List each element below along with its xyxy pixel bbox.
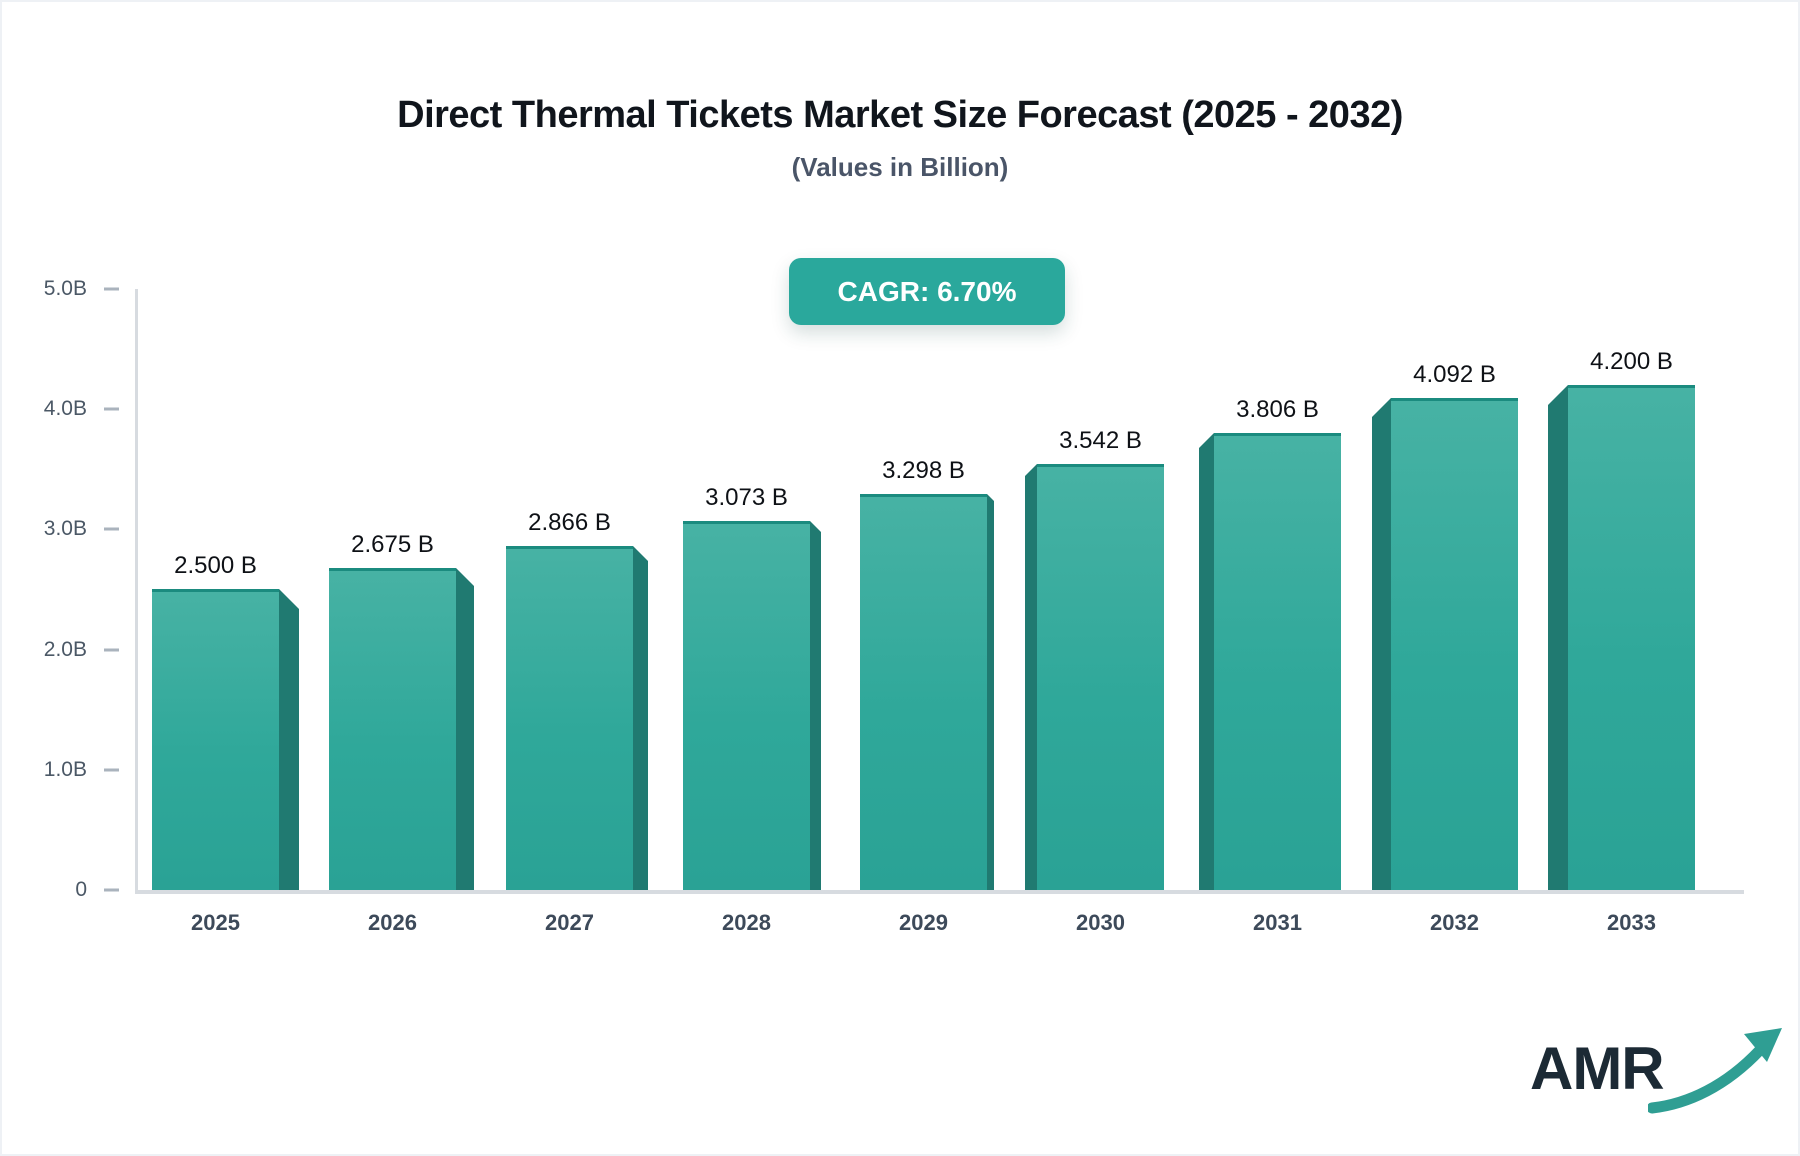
bar-value-label: 3.806 B xyxy=(1236,396,1319,423)
y-tick-label: 2.0B xyxy=(43,637,87,661)
x-tick-label: 2028 xyxy=(722,910,771,935)
cagr-badge: CAGR: 6.70% xyxy=(789,258,1065,325)
bar-side xyxy=(633,546,648,890)
bar-value-label: 2.866 B xyxy=(528,509,611,536)
bar-2027 xyxy=(506,546,648,890)
growth-arrow-icon xyxy=(1648,1028,1782,1114)
bar-2033 xyxy=(1548,385,1695,890)
x-tick-label: 2026 xyxy=(368,910,417,935)
y-tick-dash xyxy=(104,407,119,411)
bar-side xyxy=(987,494,994,890)
y-tick-label: 0 xyxy=(75,878,87,901)
y-tick-label: 3.0B xyxy=(43,517,87,541)
bar-face xyxy=(1037,464,1164,890)
x-tick-label: 2030 xyxy=(1076,910,1125,935)
bar-face xyxy=(506,546,633,890)
y-tick-label: 1.0B xyxy=(43,757,87,781)
bar-face xyxy=(1214,433,1341,890)
bar-side xyxy=(810,521,821,890)
x-tick-label: 2033 xyxy=(1607,910,1656,935)
bar-2030 xyxy=(1025,464,1164,890)
bar-side xyxy=(1372,398,1391,890)
bar-2028 xyxy=(683,521,821,890)
bar-side xyxy=(1548,385,1568,890)
bar-value-label: 3.073 B xyxy=(705,484,788,511)
x-tick-label: 2031 xyxy=(1253,910,1302,935)
bar-2025 xyxy=(152,589,299,890)
bar-face xyxy=(860,494,987,890)
bar-value-label: 4.200 B xyxy=(1590,348,1673,375)
bar-value-label: 3.542 B xyxy=(1059,427,1142,454)
y-axis-line xyxy=(135,289,138,890)
amr-logo: AMR xyxy=(1530,1024,1782,1124)
chart-title: Direct Thermal Tickets Market Size Forec… xyxy=(397,94,1403,136)
bar-face xyxy=(152,589,279,890)
amr-logo-text: AMR xyxy=(1530,1035,1665,1102)
bar-side xyxy=(279,589,299,890)
bar-face xyxy=(1568,385,1695,890)
x-tick-label: 2027 xyxy=(545,910,594,935)
bar-face xyxy=(329,568,456,890)
bar-2031 xyxy=(1199,433,1341,890)
y-tick-label: 5.0B xyxy=(43,277,87,300)
bar-face xyxy=(683,521,810,890)
x-tick-label: 2029 xyxy=(899,910,948,935)
x-axis-line xyxy=(135,890,1744,894)
bar-side xyxy=(1199,433,1214,890)
bar-face xyxy=(1391,398,1518,890)
x-tick-label: 2025 xyxy=(191,910,240,935)
bar-value-label: 2.500 B xyxy=(174,552,257,579)
bar-2026 xyxy=(329,568,474,890)
y-tick-dash xyxy=(104,888,119,892)
bar-value-label: 4.092 B xyxy=(1413,361,1496,388)
bar-2029 xyxy=(860,494,994,890)
bar-value-label: 2.675 B xyxy=(351,531,434,558)
y-tick-dash xyxy=(104,287,119,291)
x-tick-label: 2032 xyxy=(1430,910,1479,935)
y-tick-dash xyxy=(104,527,119,531)
bar-2032 xyxy=(1372,398,1518,890)
y-tick-dash xyxy=(104,648,119,652)
bar-side xyxy=(1025,464,1037,890)
bar-value-label: 3.298 B xyxy=(882,457,965,484)
y-tick-label: 4.0B xyxy=(43,397,87,421)
bar-side xyxy=(456,568,474,890)
chart-subtitle: (Values in Billion) xyxy=(791,152,1009,182)
y-tick-dash xyxy=(104,768,119,772)
